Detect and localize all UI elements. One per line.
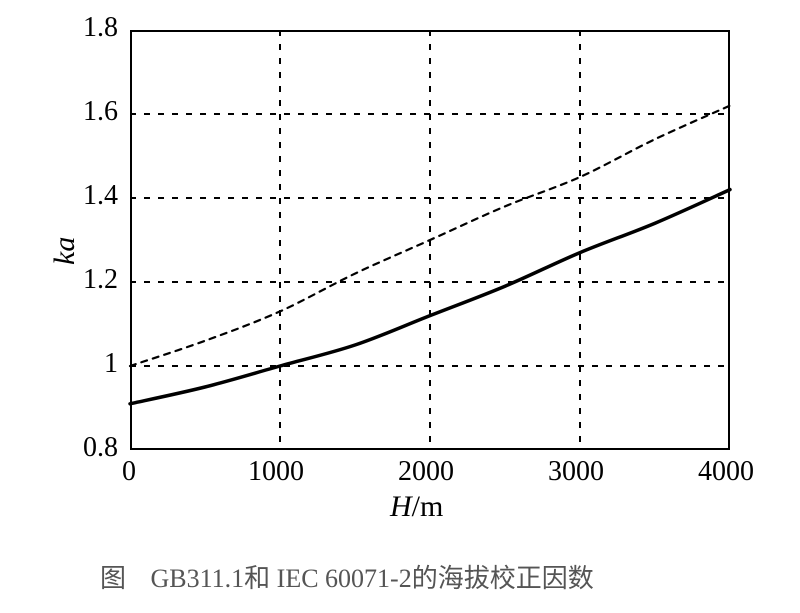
x-tick-label: 4000 <box>698 456 754 488</box>
x-axis-title-unit: /m <box>412 490 444 523</box>
caption-text: GB311.1和 IEC 60071-2的海拔校正因数 <box>151 564 594 593</box>
caption-prefix: 图 <box>100 564 126 593</box>
x-tick-label: 1000 <box>248 456 304 488</box>
y-tick-label: 1 <box>104 348 118 380</box>
y-axis-title-text: ka <box>48 237 81 265</box>
x-axis-title: H/m <box>390 490 443 524</box>
y-axis-title: ka <box>48 237 82 265</box>
y-tick-label: 1.4 <box>83 180 118 212</box>
y-tick-label: 1.8 <box>83 12 118 44</box>
y-tick-label: 0.8 <box>83 432 118 464</box>
x-tick-label: 2000 <box>398 456 454 488</box>
x-axis-title-var: H <box>390 490 412 523</box>
x-tick-label: 0 <box>122 456 136 488</box>
y-tick-label: 1.2 <box>83 264 118 296</box>
y-tick-label: 1.6 <box>83 96 118 128</box>
figure-caption: 图 GB311.1和 IEC 60071-2的海拔校正因数 <box>100 558 594 595</box>
x-tick-label: 3000 <box>548 456 604 488</box>
